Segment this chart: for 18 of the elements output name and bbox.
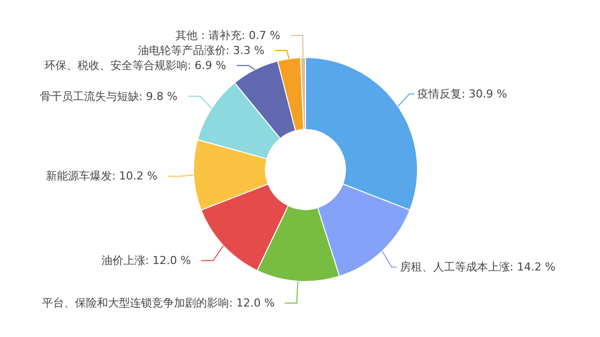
data-label: : 3.3 % [226,44,264,58]
slice-label: 房租、人工等成本上涨 [400,260,510,274]
slice-label: 疫情反复 [417,87,462,100]
slice-label: 新能源车爆发 [46,170,112,183]
slice-label: 油价上涨 [101,254,146,268]
slice-label: 其他：请补充 [176,29,242,42]
data-label: : 12.0 % [229,296,275,310]
slice-label: 油电轮等产品涨价 [138,44,226,58]
data-label: : 12.0 % [145,254,191,268]
slice-label: 骨干员工流失与短缺 [40,90,139,103]
slice-label: 平台、保险和大型连锁竞争加剧的影响 [42,296,229,310]
data-label: : 0.7 % [242,29,280,42]
data-label: : 10.2 % [112,170,158,183]
slice-label: 环保、税收、安全等合规影响 [44,59,188,72]
data-label: : 30.9 % [461,87,508,100]
data-label: : 9.8 % [138,90,178,103]
data-label: : 6.9 % [187,59,226,72]
data-label: : 14.2 % [510,260,556,274]
